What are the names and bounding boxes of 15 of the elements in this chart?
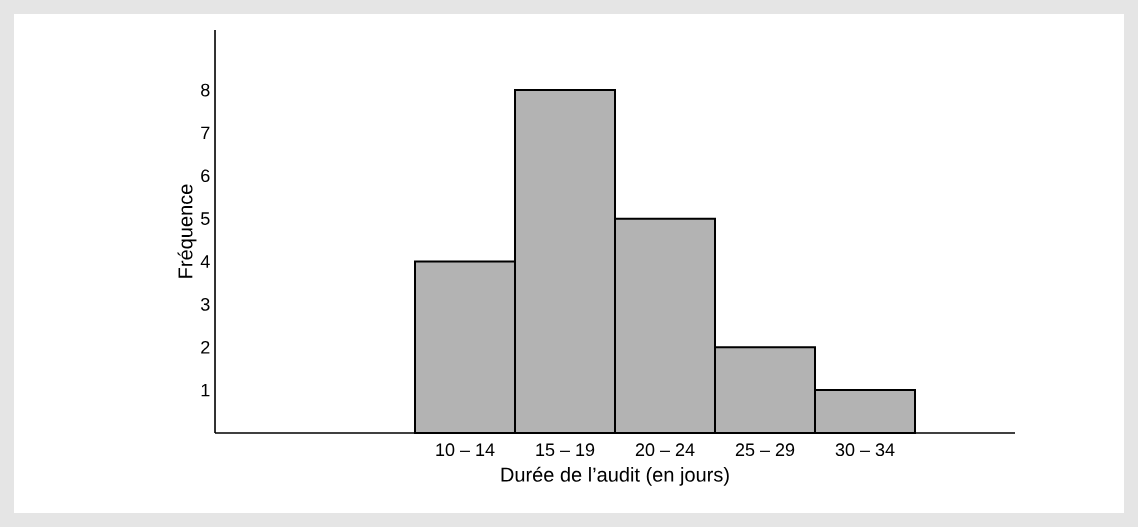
x-tick-label: 20 – 24 <box>635 443 695 457</box>
y-tick-label: 3 <box>200 298 210 311</box>
y-tick-label: 7 <box>201 126 210 140</box>
y-tick-label: 5 <box>201 212 210 225</box>
x-tick-label: 15 – 19 <box>536 443 595 457</box>
y-axis-title: Fréquence <box>177 184 197 278</box>
y-tick-label: 6 <box>201 169 210 183</box>
x-axis-title: Durée de l’audit (en jours) <box>501 466 729 486</box>
y-tick-label: 4 <box>200 255 210 268</box>
y-tick-label: 2 <box>201 340 210 354</box>
x-tick-label: 10 – 14 <box>436 443 495 457</box>
x-tick-label: 25 – 29 <box>735 443 795 457</box>
y-tick-label: 1 <box>201 383 210 397</box>
x-tick-label: 30 – 34 <box>835 443 895 457</box>
y-tick-label: 8 <box>201 83 210 97</box>
